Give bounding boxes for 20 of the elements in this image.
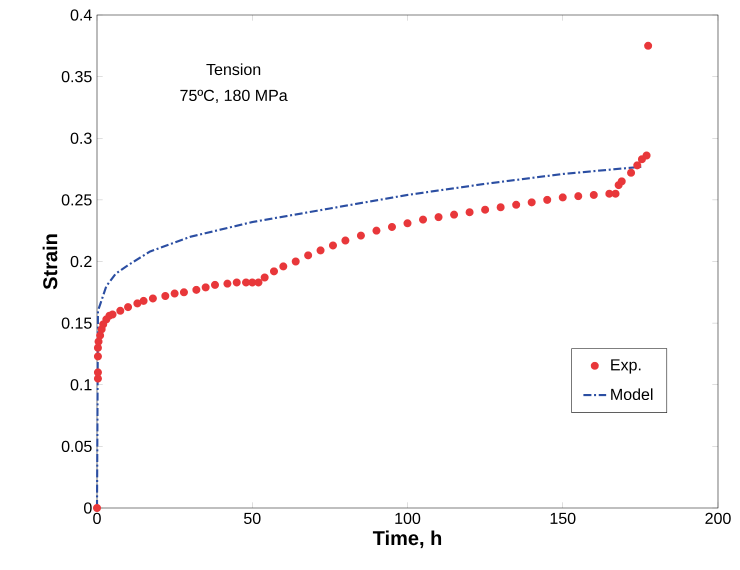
y-tick-label: 0.25	[62, 194, 92, 206]
y-tick-label: 0.1	[70, 379, 92, 390]
x-tick-label: 50	[244, 512, 261, 524]
y-tick-label: 0.15	[62, 317, 92, 329]
annotation: 75ºC, 180 MPa	[180, 90, 288, 103]
y-tick-label: 0.35	[62, 70, 92, 82]
legend-label: Model	[611, 388, 652, 400]
y-axis-title: Strain	[42, 234, 58, 290]
y-tick-label: 0.3	[70, 132, 92, 144]
y-tick-label: 0.2	[70, 256, 92, 268]
annotation: Tension	[206, 63, 260, 76]
x-tick-label: 150	[550, 512, 576, 524]
y-tick-label: 0.05	[62, 440, 92, 452]
y-tick-label: 0	[84, 502, 92, 514]
x-tick-label: 0	[93, 512, 101, 524]
x-tick-label: 100	[395, 512, 420, 524]
y-tick-label: 0.4	[70, 9, 92, 21]
x-tick-label: 200	[705, 512, 731, 524]
x-axis-title: Time, h	[372, 530, 442, 548]
legend-label: Exp.	[611, 359, 640, 374]
